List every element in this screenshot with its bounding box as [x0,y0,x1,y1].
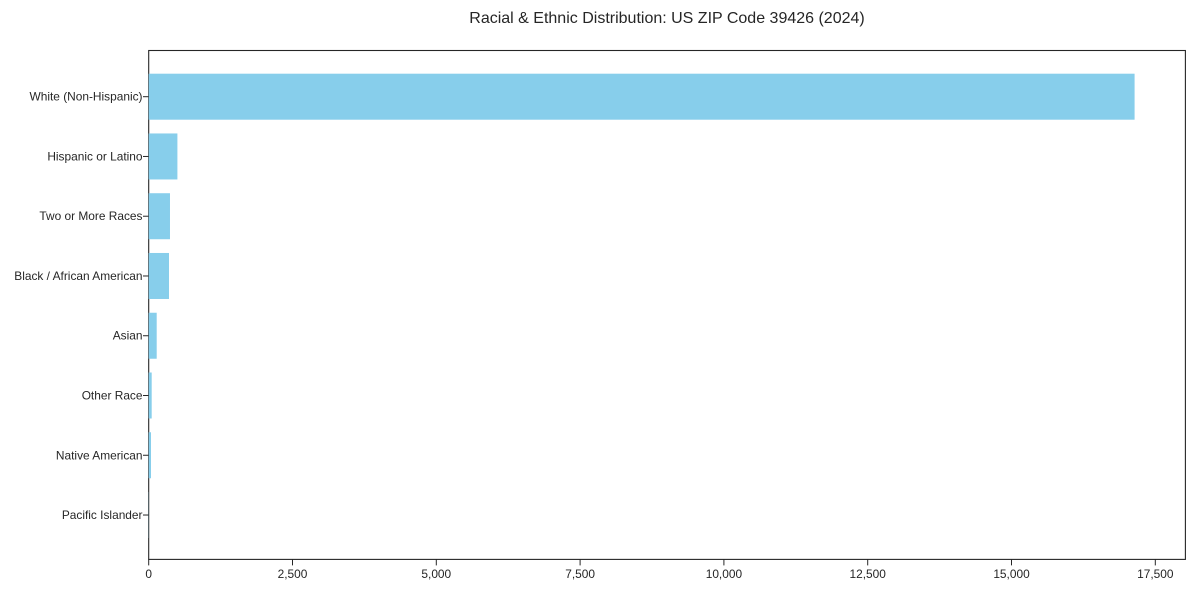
svg-text:Racial & Ethnic Distribution:: Racial & Ethnic Distribution: US ZIP Cod… [469,10,864,27]
svg-text:7,500: 7,500 [565,567,595,581]
svg-text:Asian: Asian [113,329,143,343]
svg-text:Black / African American: Black / African American [14,269,142,283]
svg-text:10,000: 10,000 [706,567,743,581]
svg-text:Pacific Islander: Pacific Islander [62,508,143,522]
svg-text:Two or More Races: Two or More Races [39,209,142,223]
svg-text:White (Non-Hispanic): White (Non-Hispanic) [30,90,143,104]
svg-text:2,500: 2,500 [278,567,308,581]
svg-text:Other Race: Other Race [82,389,143,403]
svg-text:17,500: 17,500 [1137,567,1174,581]
svg-text:Native American: Native American [56,448,143,462]
svg-text:Hispanic or Latino: Hispanic or Latino [47,149,143,163]
svg-text:0: 0 [145,567,152,581]
svg-text:5,000: 5,000 [421,567,451,581]
svg-text:12,500: 12,500 [850,567,887,581]
svg-text:15,000: 15,000 [993,567,1030,581]
